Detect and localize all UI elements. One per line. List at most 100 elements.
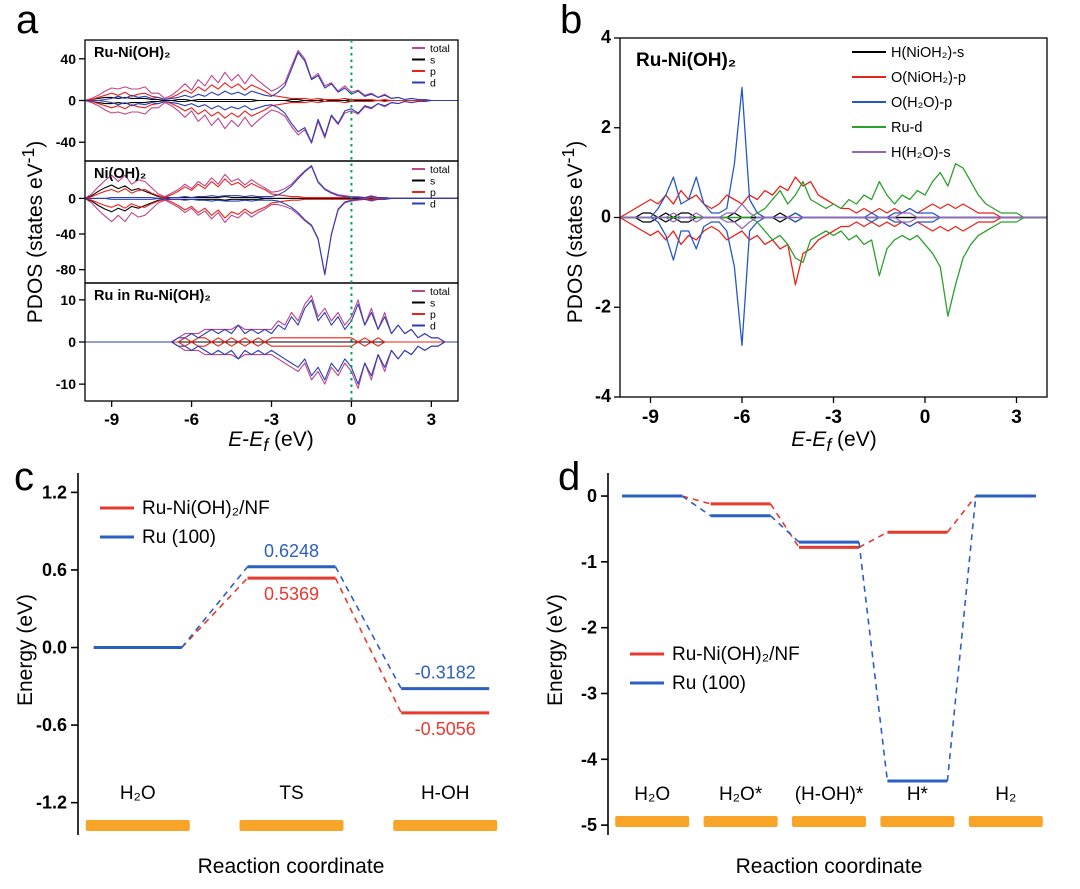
panel-a-x-axis-title: E-Ef (eV) xyxy=(228,428,314,456)
y-tick-label: 40 xyxy=(60,51,76,67)
energy-connector xyxy=(334,566,402,690)
legend-label: Ru (100) xyxy=(142,527,216,548)
y-tick-label: 2 xyxy=(601,117,611,137)
stage-label: H* xyxy=(907,784,929,805)
subplot-title: Ru-Ni(OH)₂ xyxy=(636,50,736,71)
y-tick-label: -10 xyxy=(56,376,76,392)
dos-curve-p xyxy=(85,341,458,347)
energy-connector xyxy=(770,515,800,543)
legend-label: Ru (100) xyxy=(672,673,746,694)
dos-curve-p xyxy=(85,99,458,119)
dos-curve-d xyxy=(85,197,458,275)
panel-d-plot: 0 -1 -2 -3 -4 -5 H₂O H₂O* (H-OH)* H* H₂ Ru-Ni(OH)₂/… xyxy=(581,473,1043,835)
dos-curve-H(H₂O)-s xyxy=(620,203,1047,219)
panel-b-plot: 4 2 0 -2 -4 Ru-Ni(OH)₂ H(NiOH₂)-s O(NiOH₂)-p O(H… xyxy=(595,27,1048,428)
y-tick-label: -40 xyxy=(56,134,76,150)
legend-label: p xyxy=(430,309,436,321)
stage-label: TS xyxy=(279,783,303,804)
energy-connector xyxy=(858,542,889,782)
dos-series-group xyxy=(620,86,1047,347)
energy-connector xyxy=(181,566,249,649)
panel-d-letter: d xyxy=(558,455,581,499)
legend-label: s xyxy=(430,175,435,187)
y-tick-label: 0 xyxy=(587,486,597,506)
y-tick-label: 0.0 xyxy=(42,638,67,658)
panel-a-y-axis-title: PDOS (states eV-1) xyxy=(18,140,47,324)
y-tick-label: 0.6 xyxy=(42,560,67,580)
y-tick-label: -1 xyxy=(581,552,597,572)
dos-curve-H(NiOH₂)-s xyxy=(620,216,1047,223)
y-tick-label: -4 xyxy=(581,749,597,769)
subplot-title: Ru-Ni(OH)₂ xyxy=(94,45,171,61)
y-tick-label: -3 xyxy=(581,683,597,703)
stage-label: H₂ xyxy=(995,784,1016,805)
dos-curve-d xyxy=(85,51,458,102)
energy-connector xyxy=(769,503,800,548)
energy-connector xyxy=(858,531,888,549)
legend-label: d xyxy=(430,77,436,89)
panel-a: a PDOS (states eV-1) 40 0 -40 Ru-Ni(OH)₂ tot… xyxy=(0,0,500,455)
panel-d: d Energy (eV) 0 -1 -2 -3 -4 -5 H₂O H₂O* (H-OH)* H… xyxy=(540,455,1080,889)
dos-curve-Ru-d xyxy=(620,163,1047,219)
surface-bar xyxy=(393,820,498,831)
y-tick-label: -5 xyxy=(581,815,597,835)
surface-bar xyxy=(85,820,190,831)
y-tick-label: 10 xyxy=(60,292,76,308)
x-tick-label: 3 xyxy=(427,410,436,429)
x-tick-label: 3 xyxy=(1011,407,1022,428)
legend-label: Ru-d xyxy=(891,120,922,136)
y-tick-label: -4 xyxy=(595,386,611,406)
x-tick-label: -6 xyxy=(184,410,199,429)
subplot-title: Ru in Ru-Ni(OH)₂ xyxy=(94,288,211,304)
dos-curve-total xyxy=(85,341,458,389)
surface-bar xyxy=(792,816,866,827)
surface-bar xyxy=(703,816,778,827)
dos-series-group xyxy=(85,164,458,276)
dos-curve-O(NiOH₂)-p xyxy=(620,176,1047,219)
x-tick-label: 0 xyxy=(347,410,356,429)
dos-curve-H(NiOH₂)-s xyxy=(620,212,1047,219)
legend-label: p xyxy=(430,187,436,199)
energy-connector xyxy=(681,495,711,505)
panel-c-x-axis-title: Reaction coordinate xyxy=(197,855,385,878)
y-tick-label: 0 xyxy=(68,334,76,350)
energy-connector xyxy=(334,577,402,714)
y-tick-label: 0 xyxy=(68,190,76,206)
legend-label: d xyxy=(430,198,436,210)
panel-b-letter: b xyxy=(560,0,583,42)
dos-curve-O(NiOH₂)-p xyxy=(620,216,1047,286)
dos-curve-d xyxy=(85,99,458,143)
y-tick-label: -2 xyxy=(581,618,597,638)
legend-label: total xyxy=(430,286,450,298)
legend-label: total xyxy=(430,164,450,176)
panel-c: c Energy (eV) 1.2 0.6 0.0 -0.6 -1.2 0.6248 0.5… xyxy=(0,455,540,889)
panel-b: b PDOS (states eV-1) 4 2 0 -2 -4 Ru-Ni(OH)₂ H(… xyxy=(540,0,1080,455)
stage-label: H₂O xyxy=(120,783,156,804)
legend-label: Ru-Ni(OH)₂/NF xyxy=(672,644,800,665)
x-tick-label: -9 xyxy=(104,410,119,429)
surface-bar xyxy=(615,816,690,827)
dos-curve-p xyxy=(85,337,458,343)
panel-c-letter: c xyxy=(14,455,34,499)
energy-connector xyxy=(946,495,977,533)
x-tick-label: -6 xyxy=(734,407,751,428)
surface-bar xyxy=(968,816,1043,827)
panel-a-letter: a xyxy=(16,0,39,42)
legend-label: p xyxy=(430,66,436,78)
panel-d-x-axis-title: Reaction coordinate xyxy=(735,855,923,878)
energy-connector xyxy=(681,495,712,517)
dos-series-group xyxy=(85,49,458,144)
legend-label: Ru-Ni(OH)₂/NF xyxy=(142,498,270,519)
stage-label: H₂O xyxy=(634,784,670,805)
legend-label: s xyxy=(430,297,435,309)
y-tick-label: -80 xyxy=(56,262,76,278)
y-tick-label: 4 xyxy=(601,27,611,47)
stage-label: (H-OH)* xyxy=(795,784,864,805)
dos-curve-H(H₂O)-s xyxy=(620,216,1047,230)
energy-value-label: 0.6248 xyxy=(264,541,319,561)
x-tick-label: 0 xyxy=(920,407,931,428)
dos-curve-Ru-d xyxy=(620,216,1047,317)
dos-curve-total xyxy=(85,197,458,276)
